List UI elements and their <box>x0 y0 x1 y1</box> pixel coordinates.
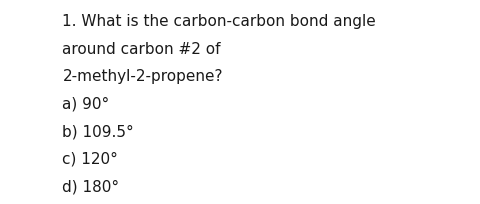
Text: d) 180°: d) 180° <box>62 180 120 195</box>
Text: around carbon #2 of: around carbon #2 of <box>62 42 221 57</box>
Text: c) 120°: c) 120° <box>62 152 118 167</box>
Text: b) 109.5°: b) 109.5° <box>62 124 134 140</box>
Text: 2-methyl-2-propene?: 2-methyl-2-propene? <box>62 69 223 84</box>
Text: 1. What is the carbon-carbon bond angle: 1. What is the carbon-carbon bond angle <box>62 14 376 29</box>
Text: a) 90°: a) 90° <box>62 97 109 112</box>
